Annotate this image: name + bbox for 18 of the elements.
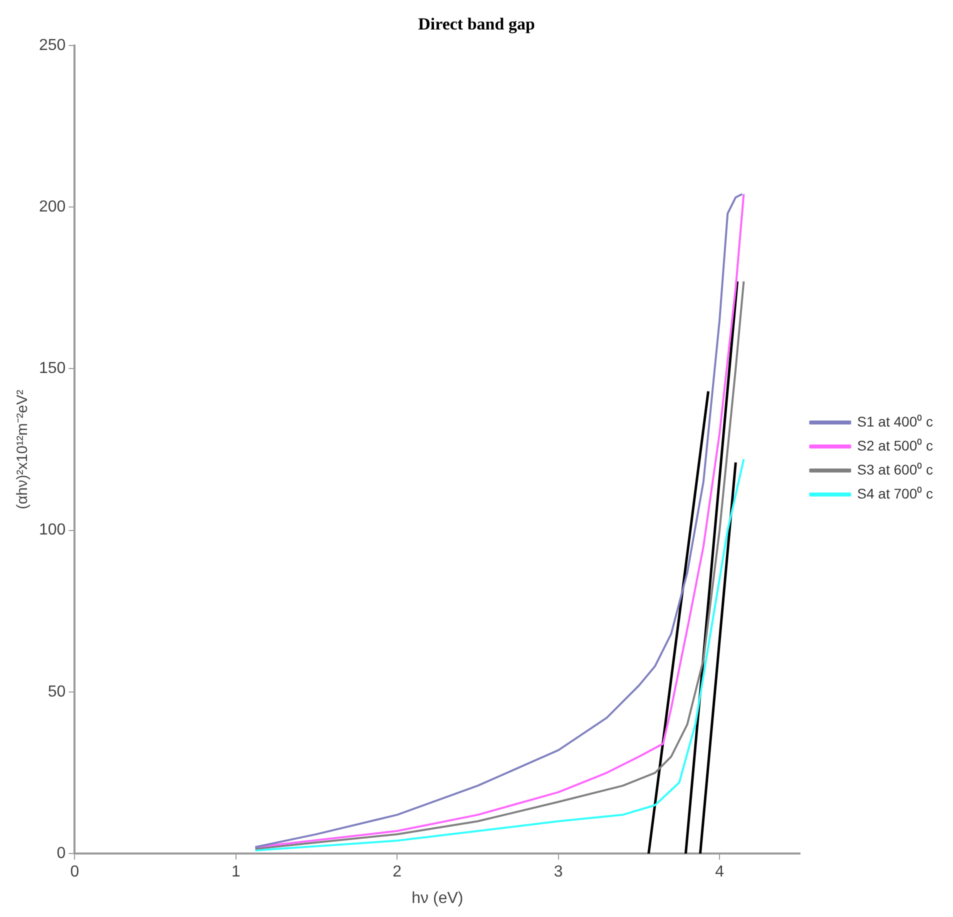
chart-title: Direct band gap — [418, 14, 535, 34]
y-tick-label: 250 — [38, 36, 66, 54]
y-axis-title: (αhν)²x10¹²m⁻²eV² — [14, 390, 32, 510]
x-tick-label: 1 — [231, 864, 240, 881]
legend-label: S2 at 500⁰ c — [857, 437, 933, 454]
y-tick-label: 0 — [56, 845, 66, 862]
legend-label: S1 at 400⁰ c — [857, 413, 933, 430]
x-tick-label: 4 — [715, 864, 724, 881]
y-tick-label: 150 — [38, 360, 66, 378]
x-axis-title: hν (eV) — [412, 890, 464, 907]
x-tick-label: 3 — [554, 864, 563, 881]
y-tick-label: 200 — [38, 198, 66, 216]
x-tick-label: 0 — [70, 864, 80, 881]
y-tick-label: 100 — [38, 522, 66, 539]
legend-label: S3 at 600⁰ c — [857, 461, 933, 478]
legend-label: S4 at 700⁰ c — [857, 485, 933, 502]
x-tick-label: 2 — [392, 864, 402, 881]
y-tick-label: 50 — [48, 683, 66, 700]
